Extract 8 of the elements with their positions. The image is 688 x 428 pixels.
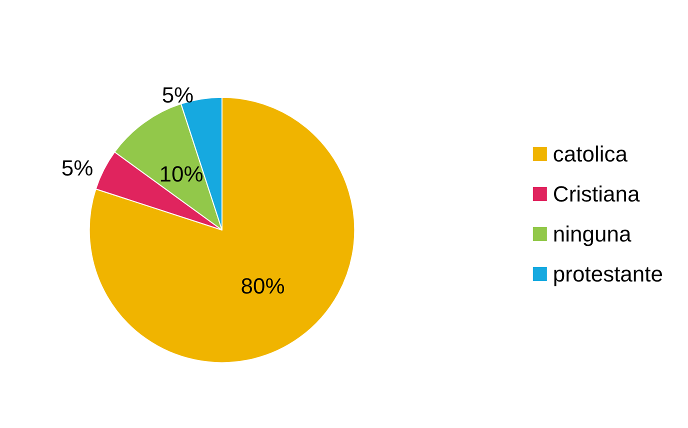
legend-label: catolica: [552, 142, 628, 166]
legend-label: Cristiana: [552, 182, 640, 206]
data-label: 5%: [162, 82, 194, 108]
legend-label: protestante: [552, 262, 664, 286]
data-label: 5%: [61, 155, 94, 180]
data-label: 10%: [159, 161, 204, 186]
legend-label: ninguna: [552, 222, 632, 246]
data-label: 80%: [240, 274, 285, 299]
